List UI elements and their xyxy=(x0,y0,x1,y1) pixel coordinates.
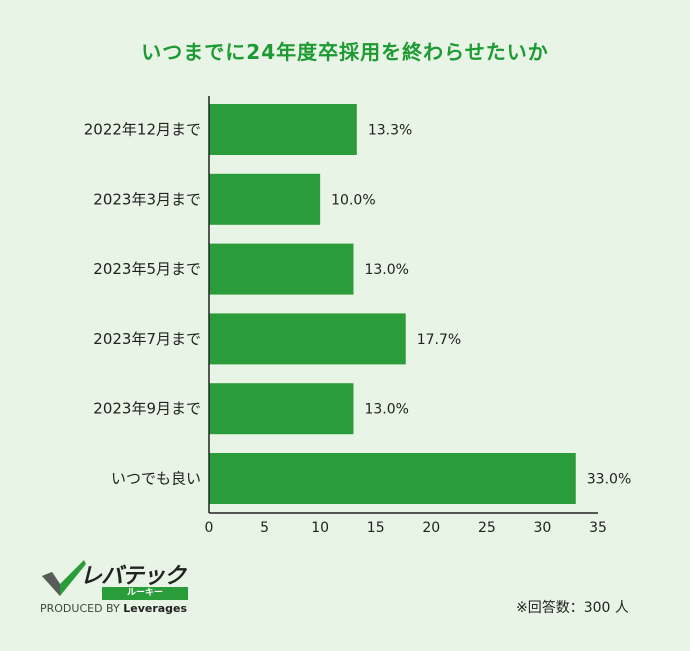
x-tick-label: 15 xyxy=(367,520,385,536)
logo-produced-by: PRODUCED BY Leverages xyxy=(40,602,187,615)
category-label: 2022年12月まで xyxy=(84,121,201,139)
chart-title: いつまでに24年度卒採用を終わらせたいか xyxy=(141,40,549,64)
category-label: 2023年9月まで xyxy=(93,400,201,418)
x-tick-label: 25 xyxy=(478,520,496,536)
bar xyxy=(209,243,354,295)
bar xyxy=(209,453,576,504)
bar xyxy=(209,173,321,225)
logo-sub: ルーキー xyxy=(102,587,188,600)
category-label: 2023年5月まで xyxy=(93,260,201,278)
x-tick-label: 35 xyxy=(589,520,607,536)
bar xyxy=(209,383,354,435)
checkmark-icon xyxy=(42,560,86,596)
bar xyxy=(209,104,357,155)
levtech-rookie-logo: レバテック ルーキー PRODUCED BY Leverages xyxy=(40,558,210,618)
x-tick-label: 5 xyxy=(260,520,269,536)
value-label: 10.0% xyxy=(331,192,375,208)
category-label: いつでも良い xyxy=(111,470,201,488)
value-label: 17.7% xyxy=(417,332,461,348)
category-label: 2023年3月まで xyxy=(93,190,201,208)
x-tick-label: 10 xyxy=(311,520,329,536)
produced-by-text: PRODUCED BY xyxy=(40,602,120,615)
value-label: 13.0% xyxy=(364,402,408,418)
response-count-note: ※回答数：300 人 xyxy=(516,600,629,616)
value-label: 13.0% xyxy=(364,262,408,278)
bar-chart: 2022年12月まで 13.3% 2023年3月まで 10.0% 2023年5月まで 13… xyxy=(84,96,631,536)
x-tick-label: 30 xyxy=(534,520,552,536)
category-label: 2023年7月まで xyxy=(93,330,201,348)
bar xyxy=(209,313,406,365)
value-label: 33.0% xyxy=(587,472,631,488)
company-name: Leverages xyxy=(123,602,188,615)
x-tick-label: 20 xyxy=(422,520,440,536)
logo-brand: レバテック xyxy=(80,564,186,589)
x-tick-label: 0 xyxy=(205,520,214,536)
value-label: 13.3% xyxy=(368,123,412,139)
